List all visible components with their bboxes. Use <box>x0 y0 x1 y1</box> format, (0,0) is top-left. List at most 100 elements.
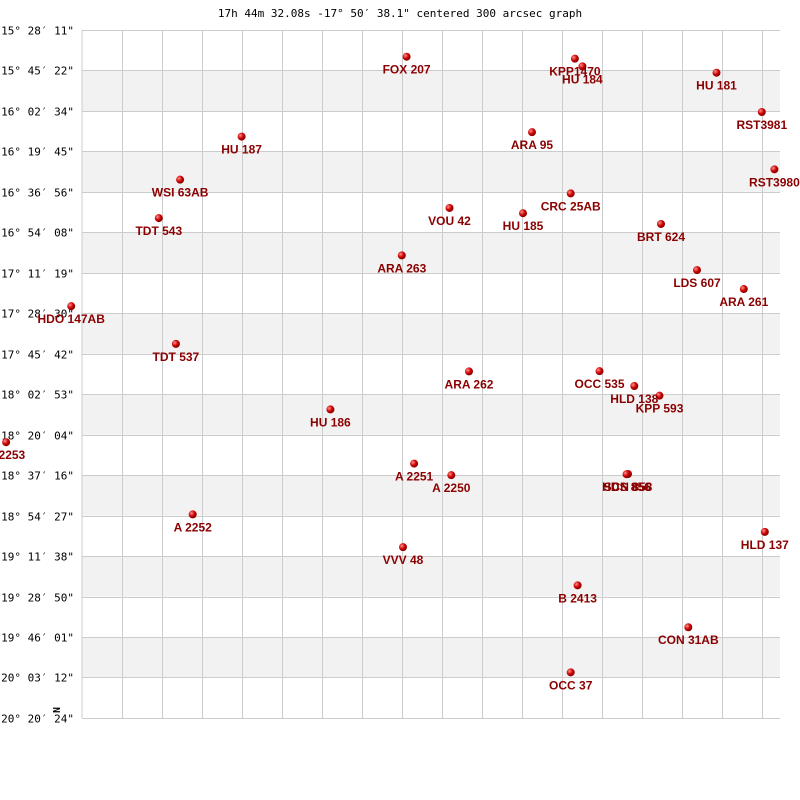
y-tick-label: -18° 37′ 16" <box>0 470 74 483</box>
y-tick-label: -16° 36′ 56" <box>0 187 74 200</box>
star-label: RST3981 <box>736 118 787 132</box>
star-point <box>67 302 76 311</box>
y-axis-tick-labels: -15° 28′ 11" -15° 45′ 22" -16° 02′ 34" -16°… <box>0 25 74 726</box>
star-point <box>757 107 766 116</box>
star-label: HU 187 <box>221 143 262 157</box>
y-tick-label: -16° 19′ 45" <box>0 146 74 159</box>
star-label: LDS 607 <box>673 276 721 290</box>
star-point <box>760 527 769 536</box>
y-tick-label: -20° 03′ 12" <box>0 672 74 685</box>
star-point <box>402 52 411 61</box>
row-band <box>82 556 780 597</box>
star-label: CRC 25AB <box>541 199 601 213</box>
star-point <box>410 459 419 468</box>
star-point <box>657 219 665 228</box>
star-label: HDO 147AB <box>38 312 106 326</box>
star-label: HU 181 <box>696 79 737 93</box>
star-label: A 2252 <box>174 520 213 534</box>
star-point <box>693 266 701 275</box>
star-point <box>154 214 163 223</box>
vertical-gridlines <box>122 30 763 718</box>
row-band <box>82 70 780 111</box>
star-label: HU 185 <box>503 219 544 233</box>
horizontal-gridlines <box>82 30 780 719</box>
star-point <box>519 209 527 218</box>
star-point <box>573 581 582 590</box>
star-point <box>655 391 664 400</box>
star-label: A 2251 <box>395 470 434 484</box>
row-band <box>82 394 780 435</box>
star-label: HLD 137 <box>741 538 789 552</box>
star-label: HDS 856 <box>602 480 651 494</box>
star-points <box>2 52 779 677</box>
star-point <box>397 251 406 260</box>
y-tick-label: -19° 28′ 50" <box>0 592 74 605</box>
star-label: B 2413 <box>558 591 597 605</box>
star-label: OCC 37 <box>549 678 593 692</box>
star-label: ARA 95 <box>511 138 554 152</box>
star-label: TDT 537 <box>153 350 200 364</box>
row-bands <box>82 70 780 678</box>
star-point <box>2 438 11 447</box>
chart-title: 17h 44m 32.08s -17° 50′ 38.1" centered 3… <box>218 7 582 20</box>
y-tick-label: -16° 54′ 08" <box>0 227 74 240</box>
star-point <box>684 623 693 632</box>
star-label: CON 31AB <box>658 633 719 647</box>
star-point <box>595 367 604 376</box>
star-point <box>712 68 721 77</box>
star-point <box>399 543 407 552</box>
star-point <box>566 189 575 198</box>
y-tick-label: -18° 54′ 27" <box>0 511 74 524</box>
row-band <box>82 232 780 273</box>
star-label: RST3980 <box>749 175 800 189</box>
star-point <box>770 165 779 174</box>
star-label: TDT 543 <box>135 224 182 238</box>
row-band <box>82 637 780 678</box>
star-label: SCN 858 <box>604 480 653 494</box>
y-tick-label: -18° 02′ 53" <box>0 389 74 402</box>
y-tick-label: -17° 11′ 19" <box>0 268 74 281</box>
y-tick-label: -20° 20′ 24" <box>0 713 74 726</box>
star-point <box>465 367 473 376</box>
star-label: ARA 262 <box>445 377 494 391</box>
star-label: OCC 535 <box>574 377 624 391</box>
star-label: A 2253 <box>0 448 26 462</box>
star-label: WSI 63AB <box>152 186 209 200</box>
star-point <box>630 381 639 390</box>
star-label: VOU 42 <box>428 214 471 228</box>
star-point <box>578 62 587 71</box>
star-label: HU 186 <box>310 415 351 429</box>
star-label: KPP1470 <box>549 65 601 79</box>
row-band <box>82 151 780 192</box>
y-tick-label: -16° 02′ 34" <box>0 106 74 119</box>
row-band <box>82 475 780 516</box>
star-label: A 2250 <box>432 481 471 495</box>
row-band <box>82 313 780 354</box>
star-point <box>326 405 335 414</box>
star-label: ARA 263 <box>377 261 426 275</box>
star-point <box>739 285 748 294</box>
star-point <box>188 510 197 519</box>
star-point <box>176 175 185 184</box>
star-label: ARA 261 <box>719 295 768 309</box>
star-label: HU 184 <box>562 72 603 86</box>
star-label: HLD 138 <box>610 392 658 406</box>
y-tick-label: -19° 46′ 01" <box>0 632 74 645</box>
star-label: VVV 48 <box>383 553 424 567</box>
star-point <box>622 470 631 479</box>
star-point <box>566 668 575 677</box>
y-tick-label: -17° 28′ 30" <box>0 308 74 321</box>
star-point <box>445 203 454 212</box>
star-point <box>528 128 536 137</box>
star-label: KPP 593 <box>636 402 684 416</box>
y-tick-label: -18° 20′ 04" <box>0 430 74 443</box>
y-tick-label: -15° 45′ 22" <box>0 65 74 78</box>
y-tick-label: -17° 45′ 42" <box>0 349 74 362</box>
y-tick-label: -15° 28′ 11" <box>0 25 74 38</box>
star-label: FOX 207 <box>383 63 431 77</box>
star-label: BRT 624 <box>637 230 685 244</box>
star-point <box>447 471 456 480</box>
north-indicator: N <box>52 707 63 713</box>
